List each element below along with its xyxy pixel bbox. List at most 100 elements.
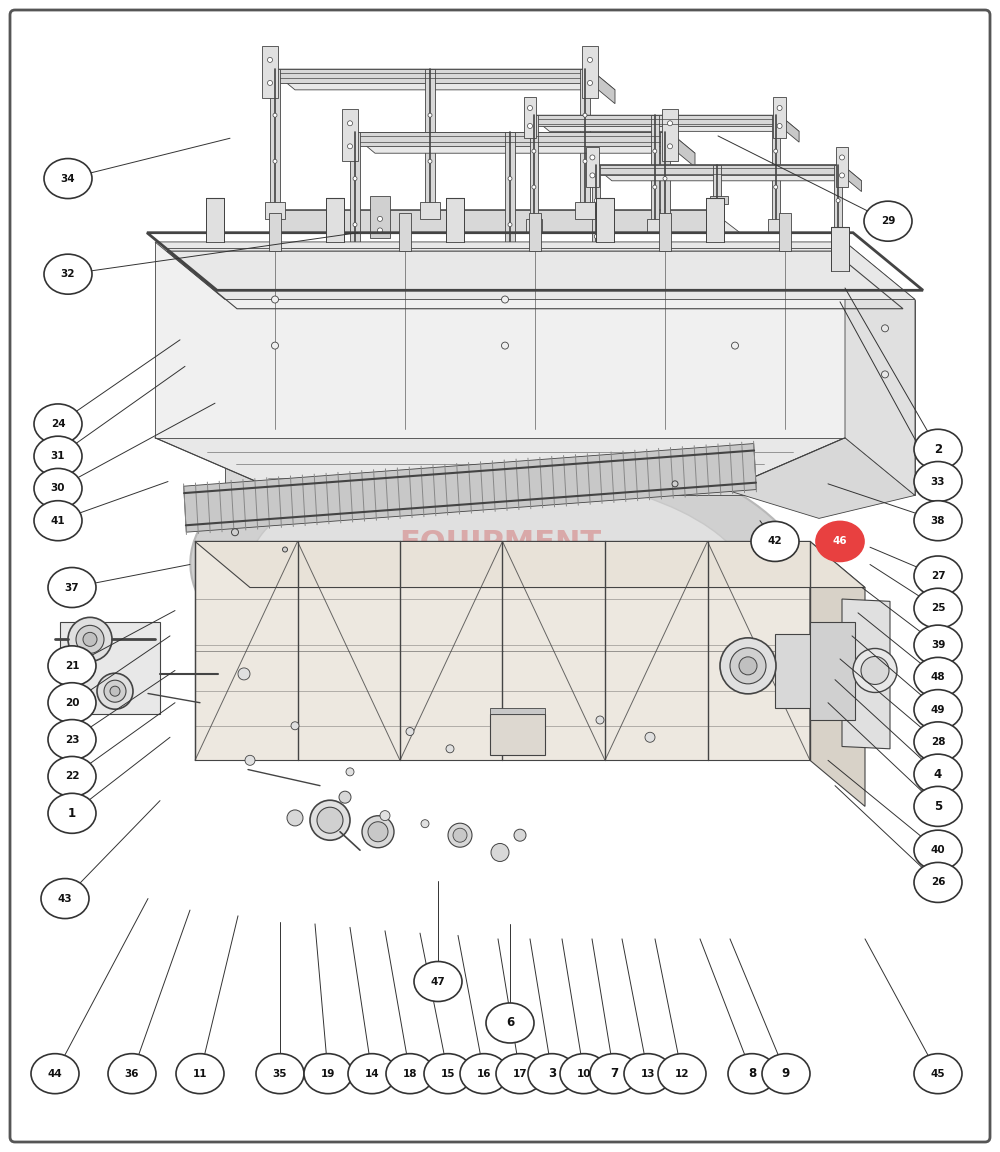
Polygon shape	[706, 198, 724, 242]
Polygon shape	[530, 115, 538, 223]
Ellipse shape	[44, 159, 92, 198]
Polygon shape	[842, 165, 862, 191]
Polygon shape	[662, 109, 678, 161]
Circle shape	[362, 816, 394, 848]
Ellipse shape	[728, 1054, 776, 1093]
Polygon shape	[582, 46, 598, 98]
Circle shape	[287, 810, 303, 826]
Circle shape	[378, 228, 382, 233]
Polygon shape	[269, 213, 281, 251]
Circle shape	[380, 811, 390, 820]
Circle shape	[268, 58, 272, 62]
Polygon shape	[713, 165, 721, 273]
Text: 48: 48	[931, 673, 945, 682]
Circle shape	[104, 680, 126, 703]
Ellipse shape	[190, 431, 810, 721]
Polygon shape	[596, 198, 614, 242]
Text: 23: 23	[65, 735, 79, 744]
Circle shape	[882, 325, 889, 332]
Polygon shape	[580, 69, 590, 207]
Polygon shape	[773, 97, 786, 138]
Text: 13: 13	[641, 1069, 655, 1078]
Ellipse shape	[486, 1003, 534, 1043]
Polygon shape	[830, 268, 846, 281]
Polygon shape	[270, 69, 280, 207]
Ellipse shape	[31, 1054, 79, 1093]
Polygon shape	[775, 634, 845, 708]
Circle shape	[245, 756, 255, 765]
Text: 41: 41	[51, 516, 65, 525]
Circle shape	[672, 480, 678, 487]
Polygon shape	[505, 132, 515, 271]
Circle shape	[836, 235, 840, 238]
Text: 24: 24	[51, 419, 65, 429]
Polygon shape	[195, 541, 810, 760]
Polygon shape	[810, 541, 865, 806]
Circle shape	[378, 217, 382, 221]
Circle shape	[668, 121, 672, 126]
Circle shape	[502, 342, 509, 349]
Text: 1: 1	[68, 806, 76, 820]
Ellipse shape	[48, 646, 96, 685]
Polygon shape	[670, 132, 695, 167]
Circle shape	[777, 106, 782, 111]
Text: 38: 38	[931, 516, 945, 525]
Polygon shape	[155, 438, 845, 490]
Text: 10: 10	[577, 1069, 591, 1078]
Text: 5: 5	[934, 799, 942, 813]
Ellipse shape	[914, 501, 962, 540]
Ellipse shape	[34, 469, 82, 508]
Text: 42: 42	[768, 537, 782, 546]
Text: 29: 29	[881, 217, 895, 226]
Text: 6: 6	[506, 1016, 514, 1030]
Circle shape	[590, 154, 595, 160]
Text: 8: 8	[748, 1067, 756, 1081]
Circle shape	[840, 154, 845, 160]
Circle shape	[588, 81, 593, 85]
Circle shape	[596, 717, 604, 723]
Circle shape	[528, 123, 532, 129]
Polygon shape	[780, 115, 799, 142]
Circle shape	[291, 722, 299, 729]
Polygon shape	[420, 202, 440, 219]
Text: 25: 25	[931, 604, 945, 613]
Polygon shape	[500, 265, 520, 282]
Text: 35: 35	[273, 1069, 287, 1078]
Polygon shape	[660, 132, 670, 271]
Polygon shape	[342, 109, 358, 161]
Text: 7: 7	[610, 1067, 618, 1081]
Polygon shape	[588, 268, 604, 281]
Circle shape	[532, 149, 536, 153]
Ellipse shape	[816, 522, 864, 561]
Circle shape	[273, 113, 277, 118]
Circle shape	[268, 81, 272, 85]
Ellipse shape	[34, 501, 82, 540]
Ellipse shape	[914, 755, 962, 794]
Polygon shape	[270, 69, 615, 90]
Polygon shape	[530, 115, 780, 126]
Ellipse shape	[590, 1054, 638, 1093]
Polygon shape	[399, 213, 411, 251]
Ellipse shape	[304, 1054, 352, 1093]
Circle shape	[668, 144, 672, 149]
Circle shape	[97, 673, 133, 710]
Text: 19: 19	[321, 1069, 335, 1078]
Circle shape	[68, 617, 112, 661]
Polygon shape	[709, 268, 725, 281]
Text: 39: 39	[931, 641, 945, 650]
Text: 12: 12	[675, 1069, 689, 1078]
Circle shape	[777, 123, 782, 129]
Circle shape	[583, 113, 587, 118]
Ellipse shape	[48, 757, 96, 796]
Circle shape	[272, 342, 278, 349]
Circle shape	[446, 745, 454, 752]
Text: 3: 3	[548, 1067, 556, 1081]
Text: 30: 30	[51, 484, 65, 493]
Circle shape	[861, 657, 889, 684]
Polygon shape	[845, 242, 915, 495]
Text: 46: 46	[833, 537, 847, 546]
Polygon shape	[155, 242, 915, 300]
Circle shape	[448, 824, 472, 847]
Circle shape	[532, 185, 536, 189]
Text: 16: 16	[477, 1069, 491, 1078]
